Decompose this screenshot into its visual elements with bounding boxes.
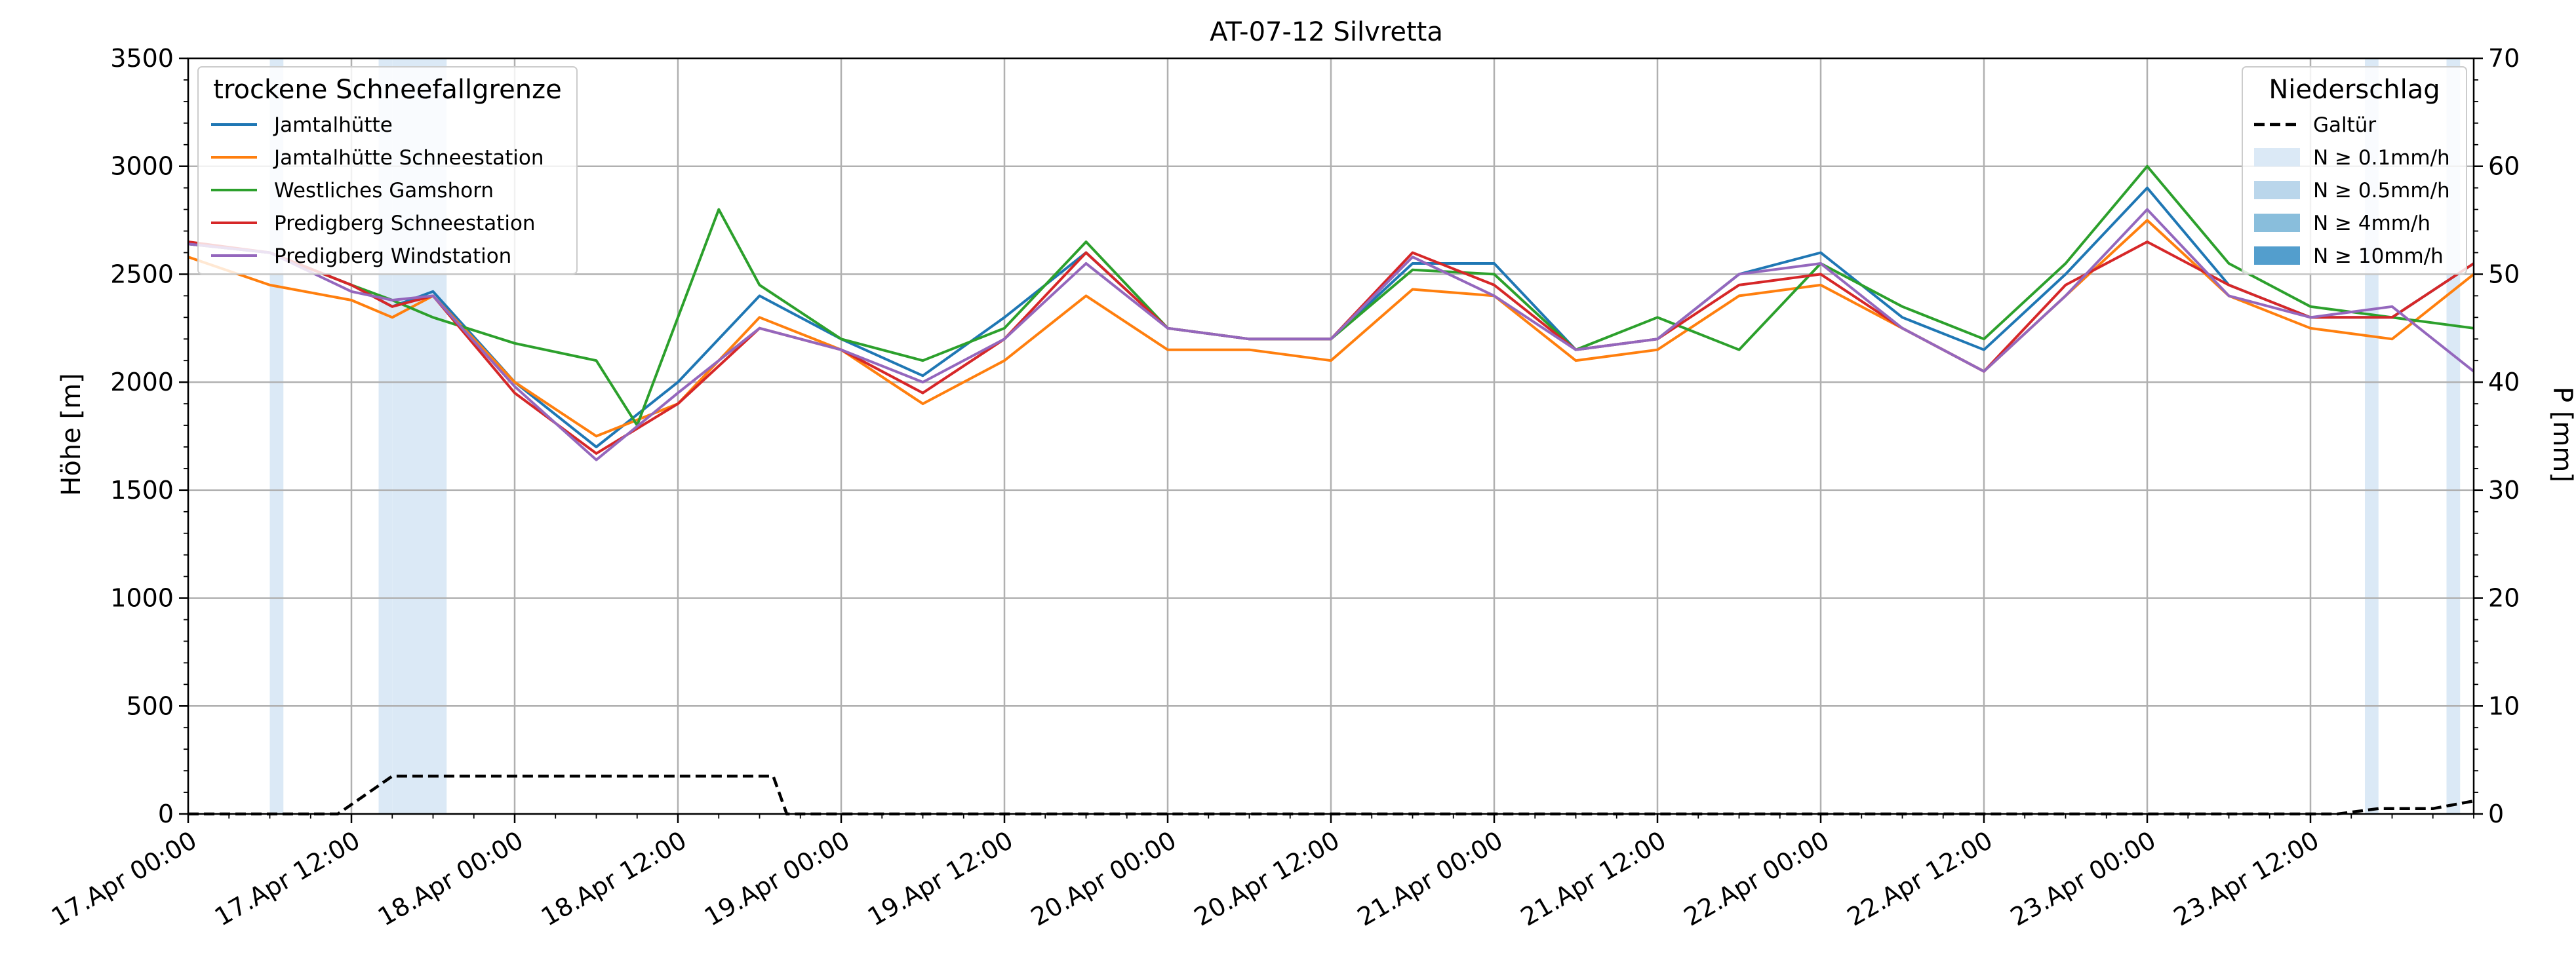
x-tick-label: 23.Apr 00:00 (2006, 826, 2161, 932)
legend-left-entry-1: Jamtalhütte Schneestation (273, 146, 544, 170)
legend-left-entry-0: Jamtalhütte (273, 113, 393, 137)
legend-right-entry-0: Galtür (2313, 113, 2376, 137)
y-tick-label: 1500 (110, 476, 174, 505)
y2-tick-label: 30 (2488, 476, 2520, 505)
y2-tick-label: 10 (2488, 691, 2520, 720)
legend-right-swatch-2 (2254, 181, 2300, 199)
y-tick-label: 2500 (110, 260, 174, 288)
y2-tick-label: 0 (2488, 800, 2504, 828)
legend-right-entry-2: N ≥ 0.5mm/h (2313, 179, 2450, 203)
x-tick-label: 18.Apr 00:00 (373, 826, 528, 932)
x-tick-label: 19.Apr 00:00 (700, 826, 855, 932)
x-tick-label: 21.Apr 12:00 (1516, 826, 1671, 932)
x-tick-label: 23.Apr 12:00 (2169, 826, 2324, 932)
y-tick-label: 0 (158, 800, 174, 828)
legend-left-title: trockene Schneefallgrenze (213, 75, 561, 105)
legend-right-entry-3: N ≥ 4mm/h (2313, 212, 2430, 235)
precip-line-galtur (188, 775, 2474, 816)
x-tick-label: 22.Apr 00:00 (1679, 826, 1834, 932)
y-tick-label: 1000 (110, 584, 174, 613)
snowline-series (188, 164, 2475, 816)
chart-title: AT-07-12 Silvretta (1210, 17, 1443, 47)
legend-precipitation: Niederschlag Galtür N ≥ 0.1mm/h N ≥ 0.5mm/h… (2242, 66, 2467, 275)
x-tick-label: 17.Apr 12:00 (210, 826, 365, 932)
legend-right-title: Niederschlag (2269, 75, 2440, 105)
x-tick-label: 19.Apr 12:00 (863, 826, 1018, 932)
y-tick-label: 3000 (110, 152, 174, 181)
legend-right-entry-1: N ≥ 0.1mm/h (2313, 146, 2450, 170)
x-tick-label: 20.Apr 12:00 (1189, 826, 1345, 932)
series-line-4 (188, 208, 2475, 461)
x-tick-label: 22.Apr 12:00 (1842, 826, 1998, 932)
legend-right-swatch-3 (2254, 214, 2300, 232)
legend-left-box (197, 66, 578, 275)
y-tick-label: 500 (126, 691, 174, 720)
legend-left-entry-3: Predigberg Schneestation (274, 212, 536, 235)
legend-right-swatch-1 (2254, 148, 2300, 166)
legend-left-entry-4: Predigberg Windstation (274, 244, 511, 268)
y2-tick-label: 50 (2488, 260, 2520, 288)
y2-tick-label: 40 (2488, 368, 2520, 396)
legend-left-entry-2: Westliches Gamshorn (274, 179, 494, 203)
x-tick-label: 17.Apr 00:00 (47, 826, 202, 932)
y-tick-label: 3500 (110, 44, 174, 73)
y2-tick-label: 70 (2488, 44, 2520, 73)
legend-snowfall-limit: trockene Schneefallgrenze Jamtalhütte Jamt… (197, 66, 578, 275)
y2-tick-label: 60 (2488, 152, 2520, 181)
legend-right-entry-4: N ≥ 10mm/h (2313, 244, 2444, 268)
y-tick-label: 2000 (110, 368, 174, 396)
x-tick-label: 20.Apr 00:00 (1026, 826, 1181, 932)
legend-right-swatch-4 (2254, 246, 2300, 265)
y2-tick-label: 20 (2488, 584, 2520, 613)
y2-axis-label: P [mm] (2547, 387, 2576, 482)
y-axis-label: Höhe [m] (56, 373, 87, 495)
x-tick-label: 18.Apr 12:00 (536, 826, 692, 932)
plot-frame (187, 57, 2475, 815)
x-tick-label: 21.Apr 00:00 (1353, 826, 1508, 932)
